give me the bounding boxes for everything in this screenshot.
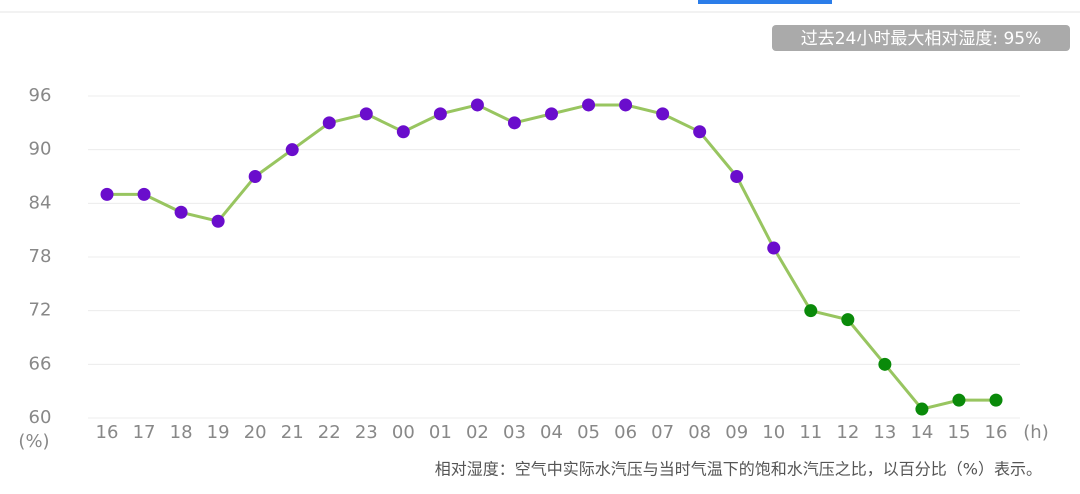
x-tick-label: 04	[540, 422, 563, 443]
tab-indicator	[698, 0, 832, 4]
x-tick-label: 05	[577, 422, 600, 443]
x-tick-label: 09	[725, 422, 748, 443]
point	[396, 125, 410, 139]
x-axis-label: (h)	[1023, 422, 1048, 443]
point	[915, 402, 929, 416]
x-tick-label: 13	[873, 422, 896, 443]
x-tick-label: 19	[207, 422, 230, 443]
x-tick-label: 21	[281, 422, 304, 443]
badge: 过去24小时最大相对湿度: 95%	[801, 29, 1042, 49]
y-tick-label: 66	[29, 353, 52, 374]
x-tick-label: 14	[910, 422, 933, 443]
point	[285, 143, 299, 157]
point	[582, 98, 596, 112]
point	[248, 170, 262, 183]
x-tick-label: 20	[244, 422, 267, 443]
x-tick-label: 12	[836, 422, 859, 443]
note: 相对湿度：空气中实际水汽压与当时气温下的饱和水汽压之比，以百分比（%）表示。	[435, 460, 1042, 479]
x-tick-label: 23	[355, 422, 378, 443]
x-tick-label: 22	[318, 422, 341, 443]
point	[619, 98, 633, 112]
point	[137, 187, 151, 201]
x-tick-label: 03	[503, 422, 526, 443]
x-tick-label: 01	[429, 422, 452, 443]
x-tick-label: 00	[392, 422, 415, 443]
point	[656, 107, 670, 121]
point	[693, 125, 707, 139]
point	[507, 116, 521, 130]
x-tick-label: 02	[466, 422, 489, 443]
point	[841, 313, 855, 327]
point	[878, 357, 892, 371]
point	[322, 116, 336, 130]
y-tick-label: 72	[29, 300, 52, 321]
point	[952, 393, 966, 407]
point	[211, 214, 225, 228]
y-axis-label: (%)	[18, 431, 49, 452]
y-tick-label: 84	[29, 192, 52, 213]
point	[359, 107, 373, 121]
badge-bg	[772, 25, 1070, 51]
y-tick-label: 60	[29, 407, 52, 428]
point	[989, 393, 1003, 407]
point	[470, 98, 484, 112]
y-tick-label: 96	[29, 85, 52, 106]
point	[767, 241, 781, 255]
point	[545, 107, 558, 121]
x-tick-label: 11	[799, 422, 822, 443]
x-tick-label: 06	[614, 422, 637, 443]
point	[804, 304, 818, 318]
x-tick-label: 15	[948, 422, 971, 443]
x-tick-label: 17	[133, 422, 156, 443]
x-tick-label: 07	[651, 422, 674, 443]
x-tick-label: 16	[985, 422, 1008, 443]
x-tick-label: 10	[762, 422, 785, 443]
point	[433, 107, 447, 121]
x-tick-label: 16	[96, 422, 119, 443]
y-tick-label: 78	[29, 246, 52, 267]
x-tick-label: 08	[688, 422, 711, 443]
y-tick-label: 90	[29, 139, 52, 160]
x-tick-label: 18	[170, 422, 193, 443]
point	[100, 187, 114, 201]
point	[730, 170, 744, 183]
point	[174, 205, 188, 219]
